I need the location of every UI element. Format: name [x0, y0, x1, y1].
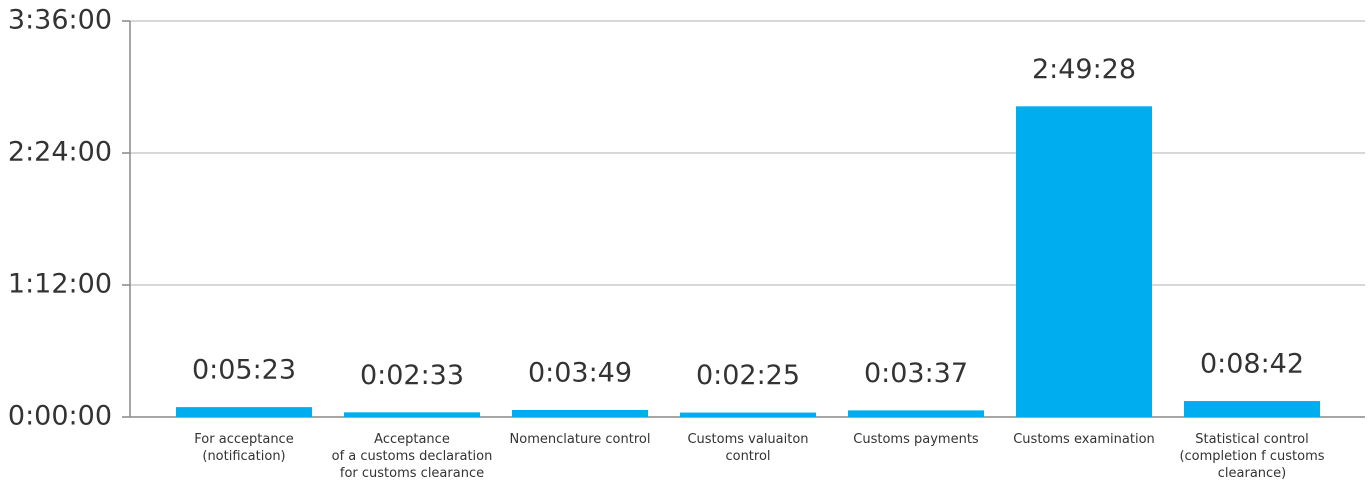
- bar: [1016, 106, 1152, 418]
- bar: [176, 407, 312, 417]
- bar: [848, 410, 984, 417]
- bar: [680, 412, 816, 417]
- value-label: 0:08:42: [1200, 349, 1304, 380]
- value-label: 0:02:25: [696, 360, 800, 391]
- x-tick-label: Customs examination: [1013, 432, 1155, 447]
- y-tick-label: 1:12:00: [8, 269, 112, 300]
- y-tick-label: 0:00:00: [8, 401, 112, 432]
- y-tick-label: 3:36:00: [8, 5, 112, 36]
- x-tick-label: For acceptance (notification): [194, 432, 294, 464]
- value-label: 0:02:33: [360, 360, 464, 391]
- x-tick-label: Nomenclature control: [509, 432, 651, 447]
- y-tick-label: 2:24:00: [8, 137, 112, 168]
- x-tick-label: Statistical control (completion f custom…: [1179, 432, 1325, 481]
- x-tick-label: Acceptance of a customs declaration for …: [331, 432, 493, 481]
- x-tick-label: Customs valuaiton control: [687, 432, 809, 464]
- value-label: 0:03:49: [528, 358, 632, 389]
- value-label: 0:05:23: [192, 355, 296, 386]
- bar: [1184, 401, 1320, 417]
- value-label: 0:03:37: [864, 358, 968, 389]
- x-tick-label: Customs payments: [853, 432, 979, 447]
- value-label: 2:49:28: [1032, 54, 1136, 85]
- bar: [512, 410, 648, 417]
- bar: [344, 412, 480, 417]
